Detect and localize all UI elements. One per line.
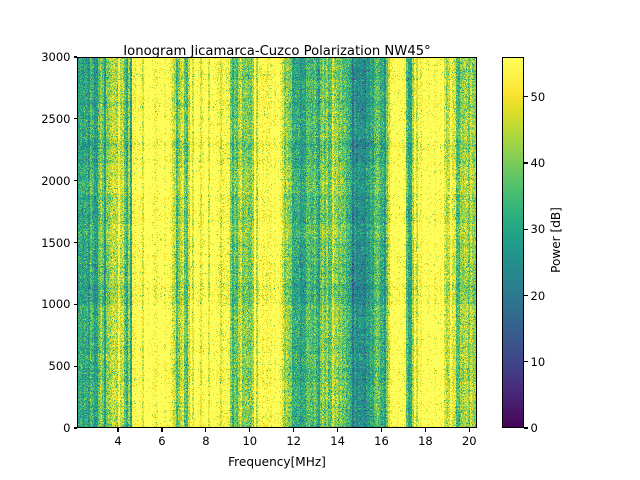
x-tick-mark — [161, 428, 163, 432]
x-tick-label: 14 — [330, 434, 345, 448]
x-axis-label: Frequency[MHz] — [228, 455, 326, 469]
x-tick-label: 20 — [461, 434, 477, 448]
y-tick-label: 2500 — [41, 111, 71, 126]
colorbar — [502, 57, 524, 428]
x-tick-mark — [336, 428, 339, 432]
colorbar-tick-label: 40 — [530, 156, 546, 170]
y-tick-label: 1500 — [41, 235, 71, 250]
title-line-1: Ionogram Jicamarca-Cuzco Polarization NW… — [123, 44, 431, 59]
y-tick-label: 2000 — [41, 173, 71, 188]
colorbar-tick-label: 20 — [530, 288, 546, 303]
colorbar-tick-mark — [524, 361, 528, 363]
y-axis: Virtual Distance[km] 0500100015002000250… — [0, 50, 77, 435]
y-tick-mark — [73, 56, 77, 58]
colorbar-gradient — [503, 58, 523, 427]
colorbar-tick-label: 0 — [530, 421, 538, 435]
y-tick-label: 0 — [63, 421, 71, 435]
colorbar-tick-mark — [524, 427, 528, 429]
colorbar-tick-mark — [524, 294, 528, 297]
y-tick-mark — [73, 365, 77, 367]
x-tick-label: 4 — [114, 434, 122, 448]
y-tick-mark — [73, 180, 77, 182]
x-axis: Frequency[MHz] 4 6 8 10 12 14 16 18 20 — [77, 428, 477, 480]
colorbar-tick-label: 10 — [530, 354, 546, 369]
y-tick-mark — [73, 118, 77, 120]
colorbar-axis: 0 10 20 30 40 50 — [524, 57, 584, 435]
x-tick-mark — [424, 428, 426, 432]
x-tick-mark — [117, 428, 119, 432]
x-tick-mark — [293, 428, 295, 432]
ionogram-heatmap — [78, 58, 476, 427]
colorbar-tick-label: 50 — [530, 89, 546, 104]
colorbar-label: Power [dB] — [549, 207, 563, 273]
x-tick-mark — [249, 428, 251, 432]
x-tick-mark — [380, 428, 383, 432]
colorbar-tick-mark — [524, 228, 528, 230]
x-tick-mark — [468, 428, 470, 432]
y-tick-mark — [73, 241, 77, 244]
x-tick-label: 16 — [374, 434, 389, 448]
x-tick-label: 12 — [286, 434, 301, 448]
colorbar-tick-mark — [524, 162, 528, 164]
colorbar-tick-label: 30 — [530, 222, 546, 237]
y-tick-mark — [73, 303, 77, 305]
plot-area — [77, 57, 477, 428]
y-tick-mark — [73, 427, 77, 429]
x-tick-mark — [205, 428, 207, 432]
x-tick-label: 10 — [242, 434, 258, 448]
x-tick-label: 6 — [158, 434, 166, 448]
y-tick-label: 1000 — [41, 297, 71, 312]
x-tick-label: 18 — [418, 434, 433, 448]
y-tick-label: 500 — [48, 359, 71, 374]
y-tick-label: 3000 — [41, 50, 71, 64]
x-tick-label: 8 — [202, 434, 210, 448]
colorbar-tick-mark — [524, 96, 528, 98]
